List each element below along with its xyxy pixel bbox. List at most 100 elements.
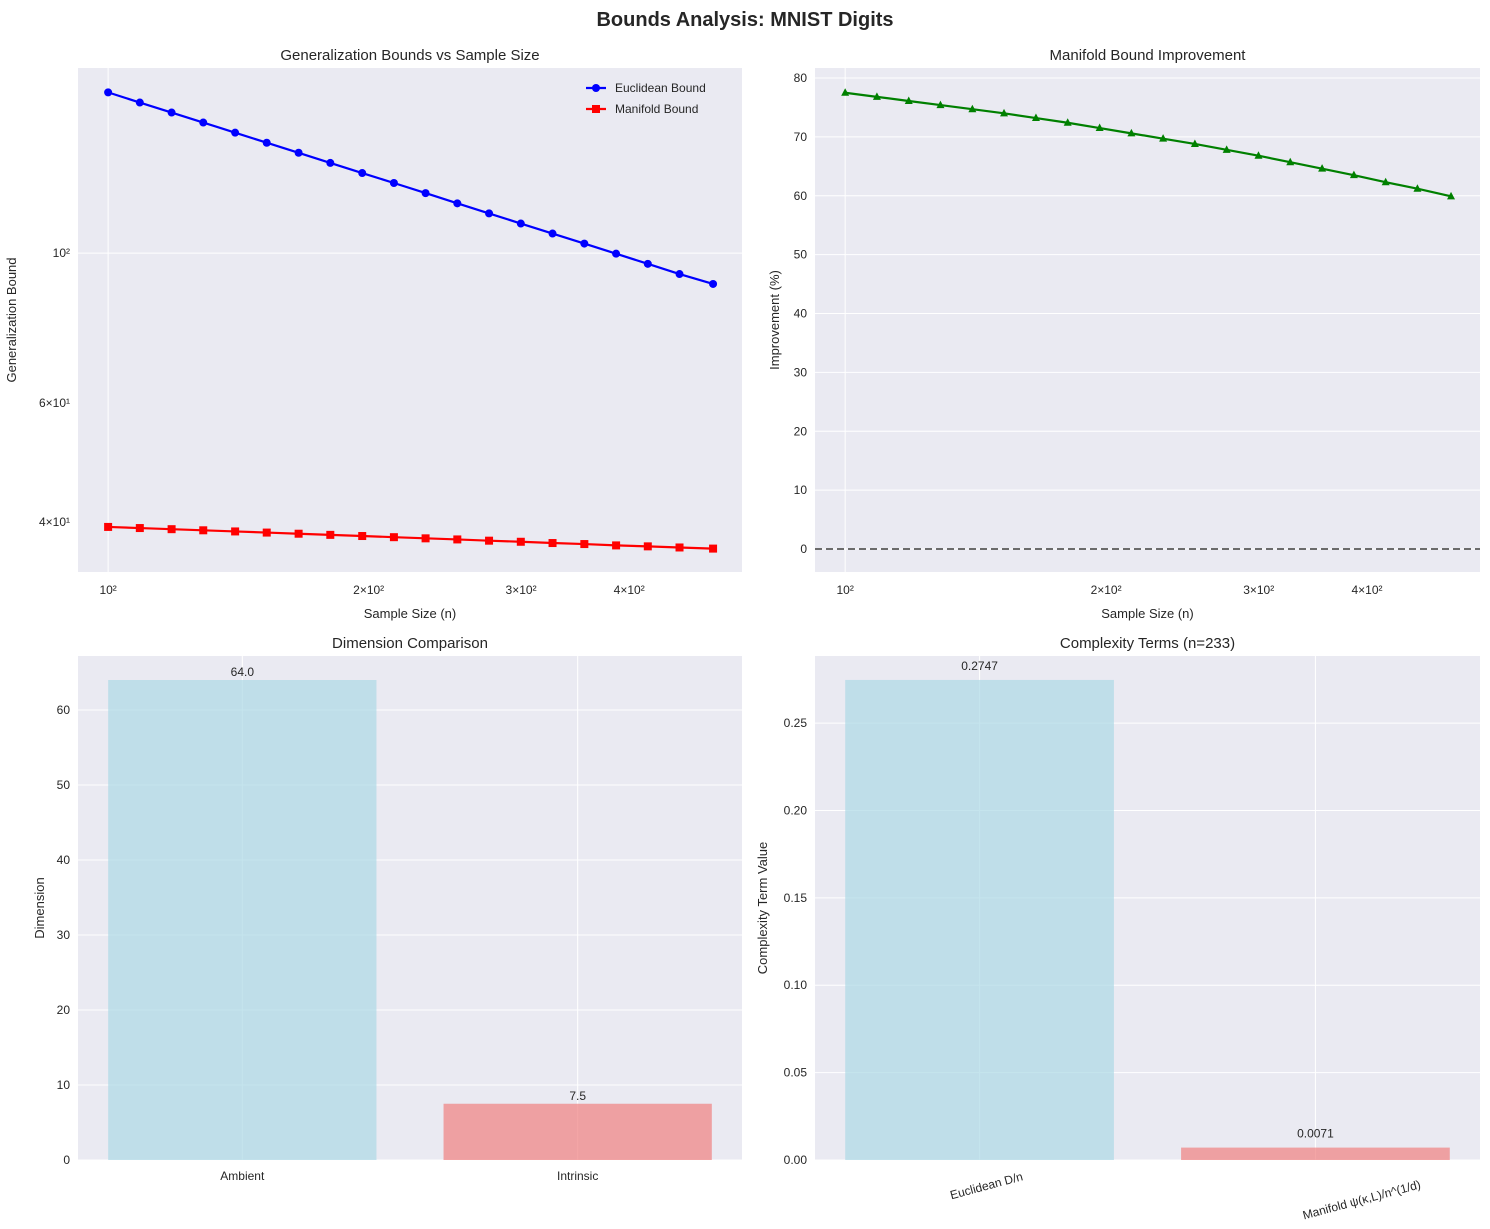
y-tick-label: 10² bbox=[53, 246, 70, 260]
y-tick-label: 10 bbox=[57, 1078, 71, 1092]
y-tick-label: 0.25 bbox=[784, 716, 808, 730]
data-point bbox=[453, 535, 462, 544]
data-point bbox=[580, 540, 589, 549]
data-point bbox=[485, 209, 494, 218]
data-point bbox=[1063, 118, 1072, 126]
data-point bbox=[1254, 151, 1263, 159]
bar-data-label: 7.5 bbox=[569, 1089, 586, 1103]
data-point bbox=[135, 98, 144, 107]
data-point bbox=[612, 541, 621, 550]
data-point bbox=[1381, 177, 1390, 186]
x-tick-label: 3×10² bbox=[506, 583, 537, 597]
data-point bbox=[1318, 164, 1327, 172]
y-tick-label: 30 bbox=[794, 365, 808, 379]
x-axis-label: Sample Size (n) bbox=[364, 606, 456, 621]
data-point bbox=[1349, 170, 1358, 179]
series-line-euclidean-bound bbox=[107, 91, 714, 286]
data-point bbox=[1447, 191, 1456, 200]
plot-area bbox=[815, 68, 1480, 572]
data-point bbox=[675, 270, 684, 279]
panel-2: 0 10 20 30 40 50 60 70 80 10² 2×10² 3×10² 4×10² Manif… bbox=[767, 47, 1480, 621]
y-tick-label: 60 bbox=[794, 189, 808, 203]
panel-title: Dimension Comparison bbox=[332, 635, 488, 652]
bar-data-label: 0.2747 bbox=[961, 659, 998, 673]
series-line-manifold-bound bbox=[108, 525, 714, 550]
y-axis-label: Generalization Bound bbox=[4, 257, 19, 382]
data-point bbox=[199, 118, 208, 127]
data-point bbox=[643, 542, 652, 551]
series-line-improvement bbox=[845, 91, 1452, 198]
data-point bbox=[1031, 113, 1040, 122]
panel-title: Complexity Terms (n=233) bbox=[1060, 635, 1235, 652]
data-point bbox=[262, 138, 271, 147]
data-point bbox=[326, 530, 335, 539]
y-tick-label: 70 bbox=[794, 130, 808, 144]
legend-label: Euclidean Bound bbox=[615, 81, 706, 95]
data-point bbox=[1190, 139, 1199, 147]
data-point bbox=[453, 199, 462, 208]
data-point bbox=[516, 537, 525, 546]
data-point bbox=[1222, 145, 1231, 153]
data-point bbox=[389, 179, 398, 188]
y-axis-label: Complexity Term Value bbox=[755, 842, 770, 974]
y-tick-label: 0.05 bbox=[784, 1066, 808, 1080]
data-point bbox=[199, 526, 208, 535]
bar-manifold bbox=[1181, 1147, 1450, 1160]
data-point bbox=[904, 96, 913, 104]
legend-marker bbox=[592, 105, 600, 113]
data-point bbox=[709, 544, 718, 553]
x-tick-label: 3×10² bbox=[1243, 583, 1274, 597]
data-point bbox=[580, 239, 589, 248]
data-point bbox=[1286, 157, 1295, 166]
data-point bbox=[936, 100, 945, 109]
x-axis-label: Sample Size (n) bbox=[1101, 606, 1193, 621]
y-tick-label: 40 bbox=[794, 307, 808, 321]
data-point bbox=[872, 92, 881, 100]
data-point bbox=[167, 525, 176, 534]
data-point bbox=[262, 528, 271, 537]
data-point bbox=[421, 189, 430, 198]
data-point bbox=[389, 533, 398, 542]
y-tick-label: 20 bbox=[57, 1003, 71, 1017]
data-point bbox=[231, 128, 240, 137]
x-tick-label: 4×10² bbox=[614, 583, 645, 597]
data-point bbox=[516, 219, 525, 228]
y-tick-label: 60 bbox=[57, 703, 71, 717]
data-point bbox=[1095, 123, 1104, 132]
data-point bbox=[104, 88, 113, 97]
data-point bbox=[358, 532, 367, 541]
data-point bbox=[1127, 128, 1136, 137]
y-tick-label: 6×10¹ bbox=[39, 396, 70, 410]
figure-suptitle: Bounds Analysis: MNIST Digits bbox=[596, 9, 893, 31]
data-point bbox=[358, 169, 367, 178]
y-tick-label: 50 bbox=[794, 248, 808, 262]
x-tick-label: 2×10² bbox=[353, 583, 384, 597]
data-point bbox=[1413, 184, 1422, 192]
x-tick-label: 10² bbox=[99, 583, 116, 597]
x-category-label: Ambient bbox=[220, 1169, 265, 1183]
y-tick-label: 0 bbox=[63, 1153, 70, 1167]
data-point bbox=[294, 148, 303, 157]
y-axis-label: Improvement (%) bbox=[767, 270, 782, 370]
data-point bbox=[231, 527, 240, 536]
y-tick-label: 0.15 bbox=[784, 891, 808, 905]
data-point bbox=[104, 522, 113, 531]
y-tick-label: 20 bbox=[794, 424, 808, 438]
data-point bbox=[135, 524, 144, 533]
x-tick-label: 4×10² bbox=[1352, 583, 1383, 597]
y-tick-label: 4×10¹ bbox=[39, 515, 70, 529]
data-point bbox=[548, 539, 557, 548]
y-tick-label: 10 bbox=[794, 483, 808, 497]
bar-euclidean bbox=[845, 679, 1114, 1160]
data-point bbox=[643, 259, 652, 268]
data-point bbox=[709, 279, 718, 288]
x-tick-label: 2×10² bbox=[1091, 583, 1122, 597]
data-point bbox=[548, 229, 557, 238]
bar-data-label: 0.0071 bbox=[1297, 1127, 1334, 1141]
y-tick-label: 80 bbox=[794, 71, 808, 85]
data-point bbox=[1000, 108, 1009, 117]
y-tick-label: 0 bbox=[800, 542, 807, 556]
data-point bbox=[675, 543, 684, 552]
